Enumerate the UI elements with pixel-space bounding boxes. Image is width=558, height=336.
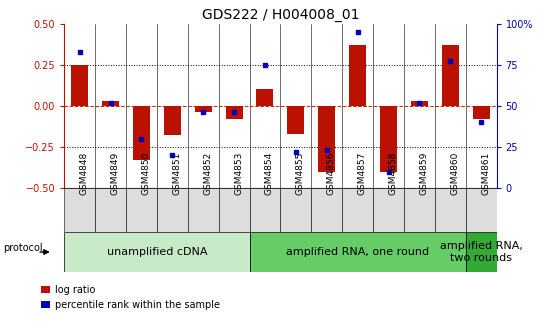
Bar bbox=[287, 106, 304, 134]
FancyBboxPatch shape bbox=[187, 188, 219, 232]
Text: GSM4851: GSM4851 bbox=[172, 151, 181, 195]
FancyBboxPatch shape bbox=[64, 232, 249, 272]
Text: amplified RNA,
two rounds: amplified RNA, two rounds bbox=[440, 241, 523, 263]
Title: GDS222 / H004008_01: GDS222 / H004008_01 bbox=[201, 8, 359, 23]
Text: GSM4858: GSM4858 bbox=[388, 151, 397, 195]
FancyBboxPatch shape bbox=[126, 188, 157, 232]
Text: GSM4848: GSM4848 bbox=[80, 152, 89, 195]
FancyBboxPatch shape bbox=[280, 188, 311, 232]
FancyBboxPatch shape bbox=[373, 188, 404, 232]
FancyBboxPatch shape bbox=[404, 188, 435, 232]
Bar bbox=[318, 106, 335, 172]
Text: GSM4856: GSM4856 bbox=[327, 151, 336, 195]
Bar bbox=[442, 45, 459, 106]
Bar bbox=[71, 65, 88, 106]
FancyBboxPatch shape bbox=[157, 188, 187, 232]
Text: amplified RNA, one round: amplified RNA, one round bbox=[286, 247, 429, 257]
FancyBboxPatch shape bbox=[342, 188, 373, 232]
Bar bbox=[473, 106, 490, 119]
Bar bbox=[411, 101, 428, 106]
Text: GSM4855: GSM4855 bbox=[296, 151, 305, 195]
Text: GSM4849: GSM4849 bbox=[110, 152, 119, 195]
Text: GSM4859: GSM4859 bbox=[420, 151, 429, 195]
FancyBboxPatch shape bbox=[219, 188, 249, 232]
Legend: log ratio, percentile rank within the sample: log ratio, percentile rank within the sa… bbox=[41, 285, 220, 310]
Text: GSM4857: GSM4857 bbox=[358, 151, 367, 195]
Bar bbox=[380, 106, 397, 172]
Bar bbox=[195, 106, 211, 113]
Bar bbox=[133, 106, 150, 160]
FancyBboxPatch shape bbox=[466, 232, 497, 272]
Bar bbox=[164, 106, 181, 135]
FancyBboxPatch shape bbox=[64, 188, 95, 232]
FancyBboxPatch shape bbox=[311, 188, 342, 232]
Text: GSM4850: GSM4850 bbox=[141, 151, 151, 195]
FancyBboxPatch shape bbox=[249, 232, 466, 272]
Text: unamplified cDNA: unamplified cDNA bbox=[107, 247, 207, 257]
FancyBboxPatch shape bbox=[249, 188, 280, 232]
FancyBboxPatch shape bbox=[466, 188, 497, 232]
Bar bbox=[257, 89, 273, 106]
Text: GSM4860: GSM4860 bbox=[450, 151, 459, 195]
Text: GSM4861: GSM4861 bbox=[481, 151, 490, 195]
Bar bbox=[225, 106, 243, 119]
Text: GSM4853: GSM4853 bbox=[234, 151, 243, 195]
Bar bbox=[102, 101, 119, 106]
FancyBboxPatch shape bbox=[95, 188, 126, 232]
Bar bbox=[349, 45, 366, 106]
FancyBboxPatch shape bbox=[435, 188, 466, 232]
Text: GSM4854: GSM4854 bbox=[265, 152, 274, 195]
Text: protocol: protocol bbox=[3, 243, 43, 253]
Text: GSM4852: GSM4852 bbox=[203, 152, 212, 195]
